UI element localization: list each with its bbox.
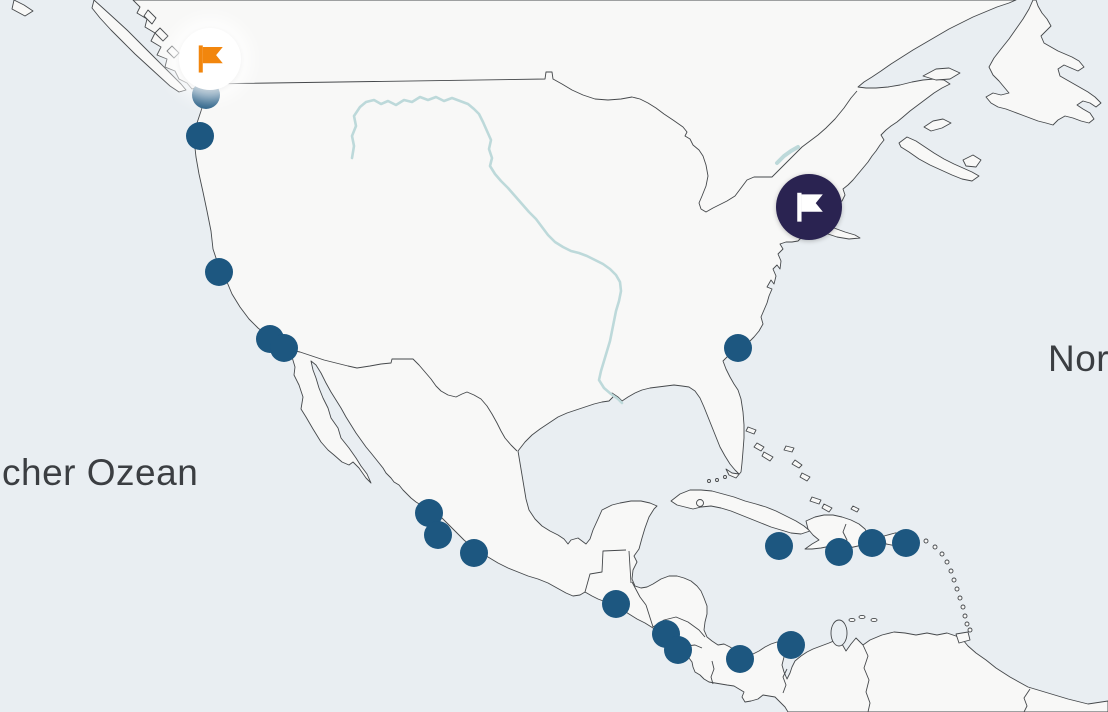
islands-lesser-antilles [848, 538, 973, 644]
port-marker-3[interactable] [205, 258, 233, 286]
island-vancouver [91, 0, 187, 93]
peninsula-nova-scotia [898, 136, 980, 182]
island-bc-small-3 [166, 45, 180, 59]
lake-maracaibo [830, 619, 848, 647]
island-cuba [670, 489, 811, 535]
border-us-mexico [289, 349, 518, 452]
port-marker-13[interactable] [777, 631, 805, 659]
river-st-lawrence [775, 145, 800, 165]
island-pei [923, 118, 952, 132]
flag-icon [199, 45, 224, 73]
port-marker-2[interactable] [186, 122, 214, 150]
port-marker-17[interactable] [892, 529, 920, 557]
river-missouri-mississippi [350, 95, 624, 405]
port-marker-16[interactable] [858, 529, 886, 557]
island-haida-gwaii [11, 0, 34, 17]
island-anticosti [922, 67, 961, 81]
port-marker-14[interactable] [765, 532, 793, 560]
islands-bahamas [745, 426, 860, 513]
port-marker-11[interactable] [664, 636, 692, 664]
ocean-label-pacific: cher Ozean [2, 452, 199, 493]
port-marker-15[interactable] [825, 538, 853, 566]
island-trinidad [955, 631, 971, 644]
border-us-canada [202, 71, 858, 213]
port-marker-7[interactable] [424, 521, 452, 549]
port-marker-18[interactable] [724, 334, 752, 362]
island-bc-small-2 [154, 27, 169, 42]
port-marker-9[interactable] [602, 590, 630, 618]
port-marker-8[interactable] [460, 539, 488, 567]
ocean-label-atlantic: Nor [1048, 338, 1108, 379]
island-hispaniola [804, 514, 869, 550]
port-marker-12[interactable] [726, 645, 754, 673]
island-cape-breton [962, 154, 982, 168]
island-newfoundland [985, 0, 1102, 126]
island-isle-of-youth [696, 499, 704, 507]
flag-icon [797, 192, 824, 222]
route-start-flag-marker[interactable] [179, 28, 241, 90]
islands-florida-keys [707, 475, 727, 483]
route-end-flag-marker[interactable] [776, 174, 842, 240]
port-marker-5[interactable] [270, 334, 298, 362]
landmass-north-america [132, 0, 1108, 712]
island-bc-small-1 [143, 9, 157, 25]
